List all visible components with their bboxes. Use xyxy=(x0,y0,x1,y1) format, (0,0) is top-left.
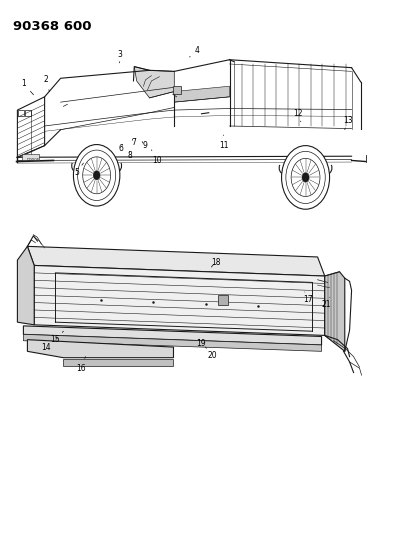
Text: 18: 18 xyxy=(211,258,220,267)
Text: 12: 12 xyxy=(294,109,303,122)
Polygon shape xyxy=(34,265,325,335)
Circle shape xyxy=(302,173,309,182)
Text: 6: 6 xyxy=(118,144,123,154)
Text: 10: 10 xyxy=(152,150,162,165)
Bar xyxy=(25,110,31,116)
Bar xyxy=(22,154,39,160)
Polygon shape xyxy=(325,272,345,351)
Circle shape xyxy=(93,171,100,180)
Text: 7: 7 xyxy=(131,139,136,148)
Polygon shape xyxy=(17,246,34,325)
Text: 5: 5 xyxy=(74,163,83,176)
Polygon shape xyxy=(23,334,322,351)
Circle shape xyxy=(282,146,330,209)
Text: 17: 17 xyxy=(303,292,312,304)
Text: 13: 13 xyxy=(343,116,352,130)
Bar xyxy=(172,86,181,94)
Text: 8: 8 xyxy=(127,151,132,160)
Text: 19: 19 xyxy=(196,339,206,348)
Text: 21: 21 xyxy=(322,297,331,309)
Polygon shape xyxy=(174,86,230,102)
Polygon shape xyxy=(134,67,174,98)
Text: 90368 600: 90368 600 xyxy=(13,20,92,33)
Text: 11: 11 xyxy=(219,135,228,150)
Polygon shape xyxy=(27,340,173,358)
Bar xyxy=(18,110,24,116)
Text: DODGE: DODGE xyxy=(26,158,39,163)
Text: 9: 9 xyxy=(142,141,147,150)
Polygon shape xyxy=(27,246,325,276)
Polygon shape xyxy=(63,359,173,366)
Bar xyxy=(218,295,228,305)
Polygon shape xyxy=(17,97,45,158)
Text: 15: 15 xyxy=(51,331,63,344)
Text: 4: 4 xyxy=(189,46,200,57)
Circle shape xyxy=(73,144,120,206)
Text: 16: 16 xyxy=(77,357,86,373)
Text: 2: 2 xyxy=(43,75,50,92)
Polygon shape xyxy=(23,326,322,345)
Polygon shape xyxy=(325,272,340,346)
Text: 1: 1 xyxy=(21,79,33,95)
Text: 3: 3 xyxy=(117,50,122,63)
Text: 20: 20 xyxy=(206,347,218,360)
Text: 14: 14 xyxy=(42,338,57,352)
